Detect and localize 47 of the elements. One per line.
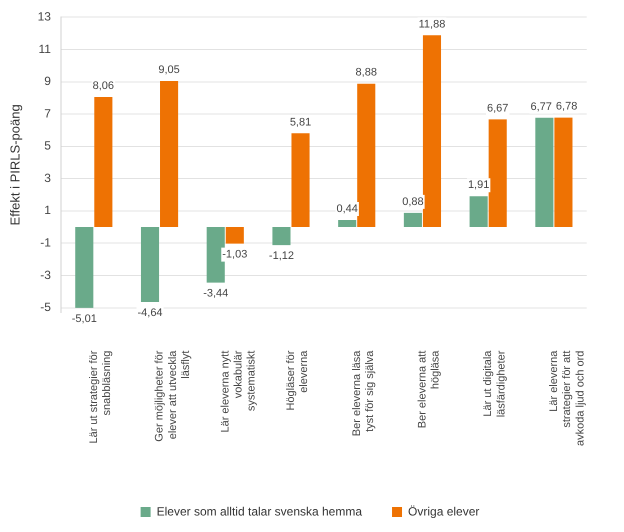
bar — [226, 227, 244, 244]
bar — [94, 96, 112, 228]
y-tick-label: 3 — [44, 170, 52, 185]
data-label: 6,78 — [556, 100, 578, 113]
bar — [422, 35, 442, 228]
bar — [272, 227, 291, 246]
data-label: 0,88 — [402, 196, 424, 208]
y-tick-label: -1 — [40, 236, 52, 250]
data-label: 0,44 — [336, 202, 358, 215]
data-label: -1,12 — [268, 250, 294, 262]
data-label: -5,01 — [72, 312, 97, 325]
x-tick-label: Ber eleverna att högläsa — [416, 350, 442, 428]
y-tick-label: 13 — [38, 10, 52, 24]
bar — [160, 80, 178, 228]
y-tick-label: -5 — [40, 300, 52, 314]
bar — [140, 227, 160, 302]
bar — [357, 84, 376, 228]
data-label: -4,64 — [137, 306, 163, 319]
data-label: 1,91 — [468, 179, 490, 192]
y-tick-label: 9 — [44, 74, 52, 88]
data-label: -1,03 — [222, 248, 248, 261]
y-tick-label: 5 — [44, 138, 52, 153]
y-axis-title: Effekt i PIRLS-poäng — [7, 104, 22, 226]
bar — [488, 119, 507, 228]
x-tick-label: Ger möjligheter för elever att utveckla läsflyt — [154, 350, 192, 442]
data-label: 9,05 — [158, 64, 180, 76]
y-tick-label: 11 — [38, 42, 52, 56]
x-tick-label: Lär ut strategier för snabbläsning — [88, 350, 114, 444]
y-tick-label: 1 — [44, 203, 52, 218]
bar — [338, 220, 356, 228]
data-label: 8,06 — [92, 80, 114, 92]
bar — [554, 118, 572, 228]
bar — [291, 133, 310, 228]
bar — [75, 227, 94, 308]
data-label: 11,88 — [418, 18, 446, 30]
data-label: 6,67 — [486, 102, 508, 114]
legend-label: Övriga elever — [408, 504, 480, 518]
data-label: 6,77 — [530, 100, 552, 113]
y-tick-label: 7 — [44, 106, 52, 120]
bar — [404, 212, 422, 228]
bar — [470, 196, 488, 228]
bar — [535, 118, 554, 228]
y-tick-label: -3 — [40, 268, 52, 282]
data-label: 5,81 — [290, 116, 312, 128]
data-label: -3,44 — [203, 288, 228, 300]
data-label: 8,88 — [356, 66, 377, 79]
legend-label: Elever som alltid talar svenska hemma — [156, 504, 362, 518]
